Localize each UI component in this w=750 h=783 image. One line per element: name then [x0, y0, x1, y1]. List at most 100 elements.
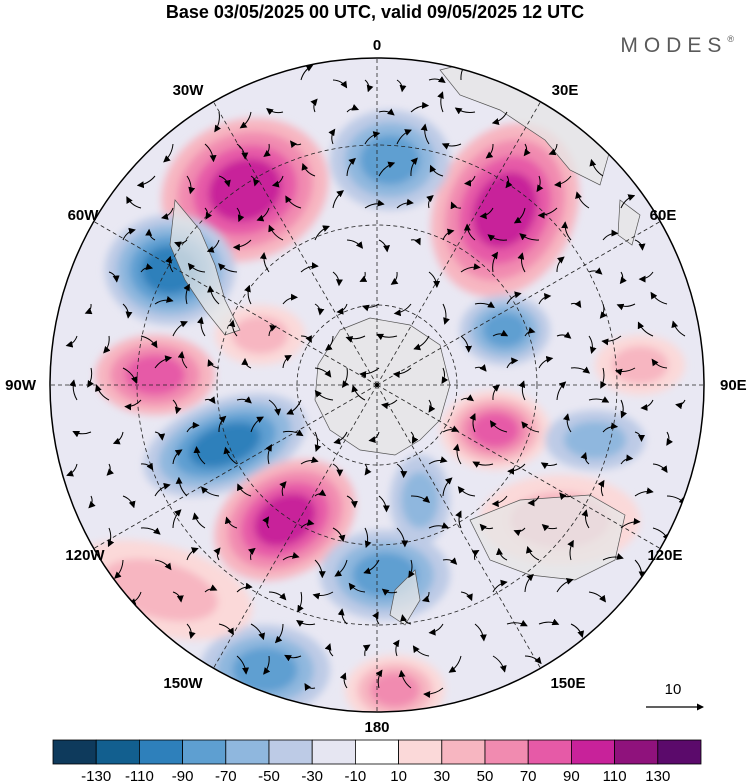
- wind-vector: [84, 303, 93, 315]
- wind-vector: [620, 194, 636, 209]
- wind-vector: [285, 195, 302, 209]
- colorbar-segment: [138, 739, 183, 765]
- wind-vector: [540, 462, 558, 470]
- map-disc: [50, 58, 704, 712]
- anomaly-contour: [232, 647, 298, 693]
- wind-vector: [517, 252, 526, 273]
- wind-vector: [172, 591, 184, 603]
- wind-vector: [187, 262, 206, 273]
- wind-vector: [372, 611, 380, 625]
- wind-vector: [175, 476, 188, 497]
- wind-vector: [634, 487, 654, 497]
- wind-vector: [428, 399, 436, 413]
- colorbar-tick-label: -130: [81, 768, 111, 783]
- wind-vector: [472, 461, 494, 468]
- colorbar-segment: [571, 739, 616, 765]
- colorbar-segment: [441, 739, 486, 765]
- wind-vector: [428, 522, 450, 529]
- wind-vector: [396, 198, 414, 209]
- wind-vector: [324, 335, 334, 351]
- wind-vector: [324, 643, 334, 657]
- wind-vector: [524, 327, 536, 337]
- wind-vector: [268, 224, 284, 241]
- wind-vector: [310, 98, 318, 113]
- wind-vector: [428, 456, 448, 465]
- wind-vector: [196, 316, 206, 337]
- anomaly-contour: [563, 421, 627, 459]
- wind-vector: [396, 129, 412, 145]
- wind-vector: [204, 584, 218, 593]
- colorbar-tick-label: 70: [520, 768, 537, 783]
- wind-vector: [364, 199, 385, 209]
- wind-vector: [412, 645, 430, 657]
- wind-vector: [300, 65, 314, 81]
- wind-vector: [408, 559, 415, 579]
- wind-vector: [426, 194, 434, 209]
- wind-vector: [410, 495, 431, 503]
- wind-vector: [442, 303, 450, 325]
- wind-vector: [538, 355, 554, 369]
- wind-vector: [474, 364, 487, 372]
- wind-vector: [314, 225, 330, 241]
- wind-vector: [390, 271, 399, 285]
- wind-vector: [619, 271, 627, 285]
- colorbar-tick-label: -90: [172, 768, 194, 783]
- wind-vector: [454, 107, 476, 115]
- wind-vector: [300, 456, 319, 465]
- wind-vector: [236, 396, 252, 404]
- wind-vector: [145, 228, 156, 241]
- wind-vector: [567, 539, 574, 561]
- wind-vector: [359, 367, 380, 378]
- wind-vector: [548, 143, 558, 156]
- wind-vector: [519, 233, 540, 241]
- wind-vector: [538, 293, 552, 305]
- wind-vector: [392, 367, 412, 378]
- wind-vector: [237, 483, 252, 497]
- wind-vector: [332, 190, 344, 209]
- wind-vector: [597, 479, 605, 497]
- wind-vector: [570, 366, 591, 374]
- meridian-line: [376, 384, 661, 549]
- wind-vector: [300, 519, 315, 529]
- antarctica-land: [314, 317, 451, 456]
- wind-vector: [410, 157, 418, 177]
- wind-vector: [218, 263, 238, 273]
- wind-vector: [487, 234, 508, 242]
- wind-vector: [154, 355, 173, 369]
- wind-vector: [513, 527, 526, 537]
- anomaly-contour: [482, 312, 528, 348]
- wind-vector: [506, 291, 522, 305]
- meridian-line: [376, 384, 541, 669]
- reference-vector-label: 10: [665, 681, 682, 698]
- anomaly-contour: [125, 355, 185, 395]
- map-border: [49, 57, 705, 713]
- wind-vector: [581, 509, 590, 529]
- wind-vector: [521, 421, 540, 433]
- wind-vector: [524, 573, 534, 593]
- wind-vector: [428, 76, 446, 83]
- wind-vector: [314, 303, 325, 316]
- wind-vector: [378, 495, 390, 513]
- wind-vector: [228, 319, 238, 337]
- wind-vector: [154, 559, 172, 571]
- colorbar-segment: [614, 739, 659, 765]
- wind-vector: [580, 451, 590, 465]
- wind-vector: [332, 463, 344, 477]
- wind-vector: [442, 228, 455, 241]
- wind-vector: [460, 394, 475, 402]
- wind-vector: [348, 582, 366, 593]
- wind-vector: [362, 644, 371, 657]
- wind-vector: [400, 614, 412, 625]
- wind-vector: [485, 143, 494, 159]
- wind-vector: [413, 335, 430, 351]
- wind-vector: [464, 175, 476, 187]
- wind-vector: [87, 367, 94, 388]
- anomaly-contour: [370, 672, 420, 708]
- colorbar-tick-label: 50: [477, 768, 494, 783]
- wind-vector: [460, 591, 473, 602]
- wind-vector: [396, 79, 407, 93]
- wind-vector: [620, 517, 641, 529]
- wind-vector: [650, 291, 668, 305]
- wind-vector: [204, 207, 213, 220]
- wind-vector: [259, 252, 270, 273]
